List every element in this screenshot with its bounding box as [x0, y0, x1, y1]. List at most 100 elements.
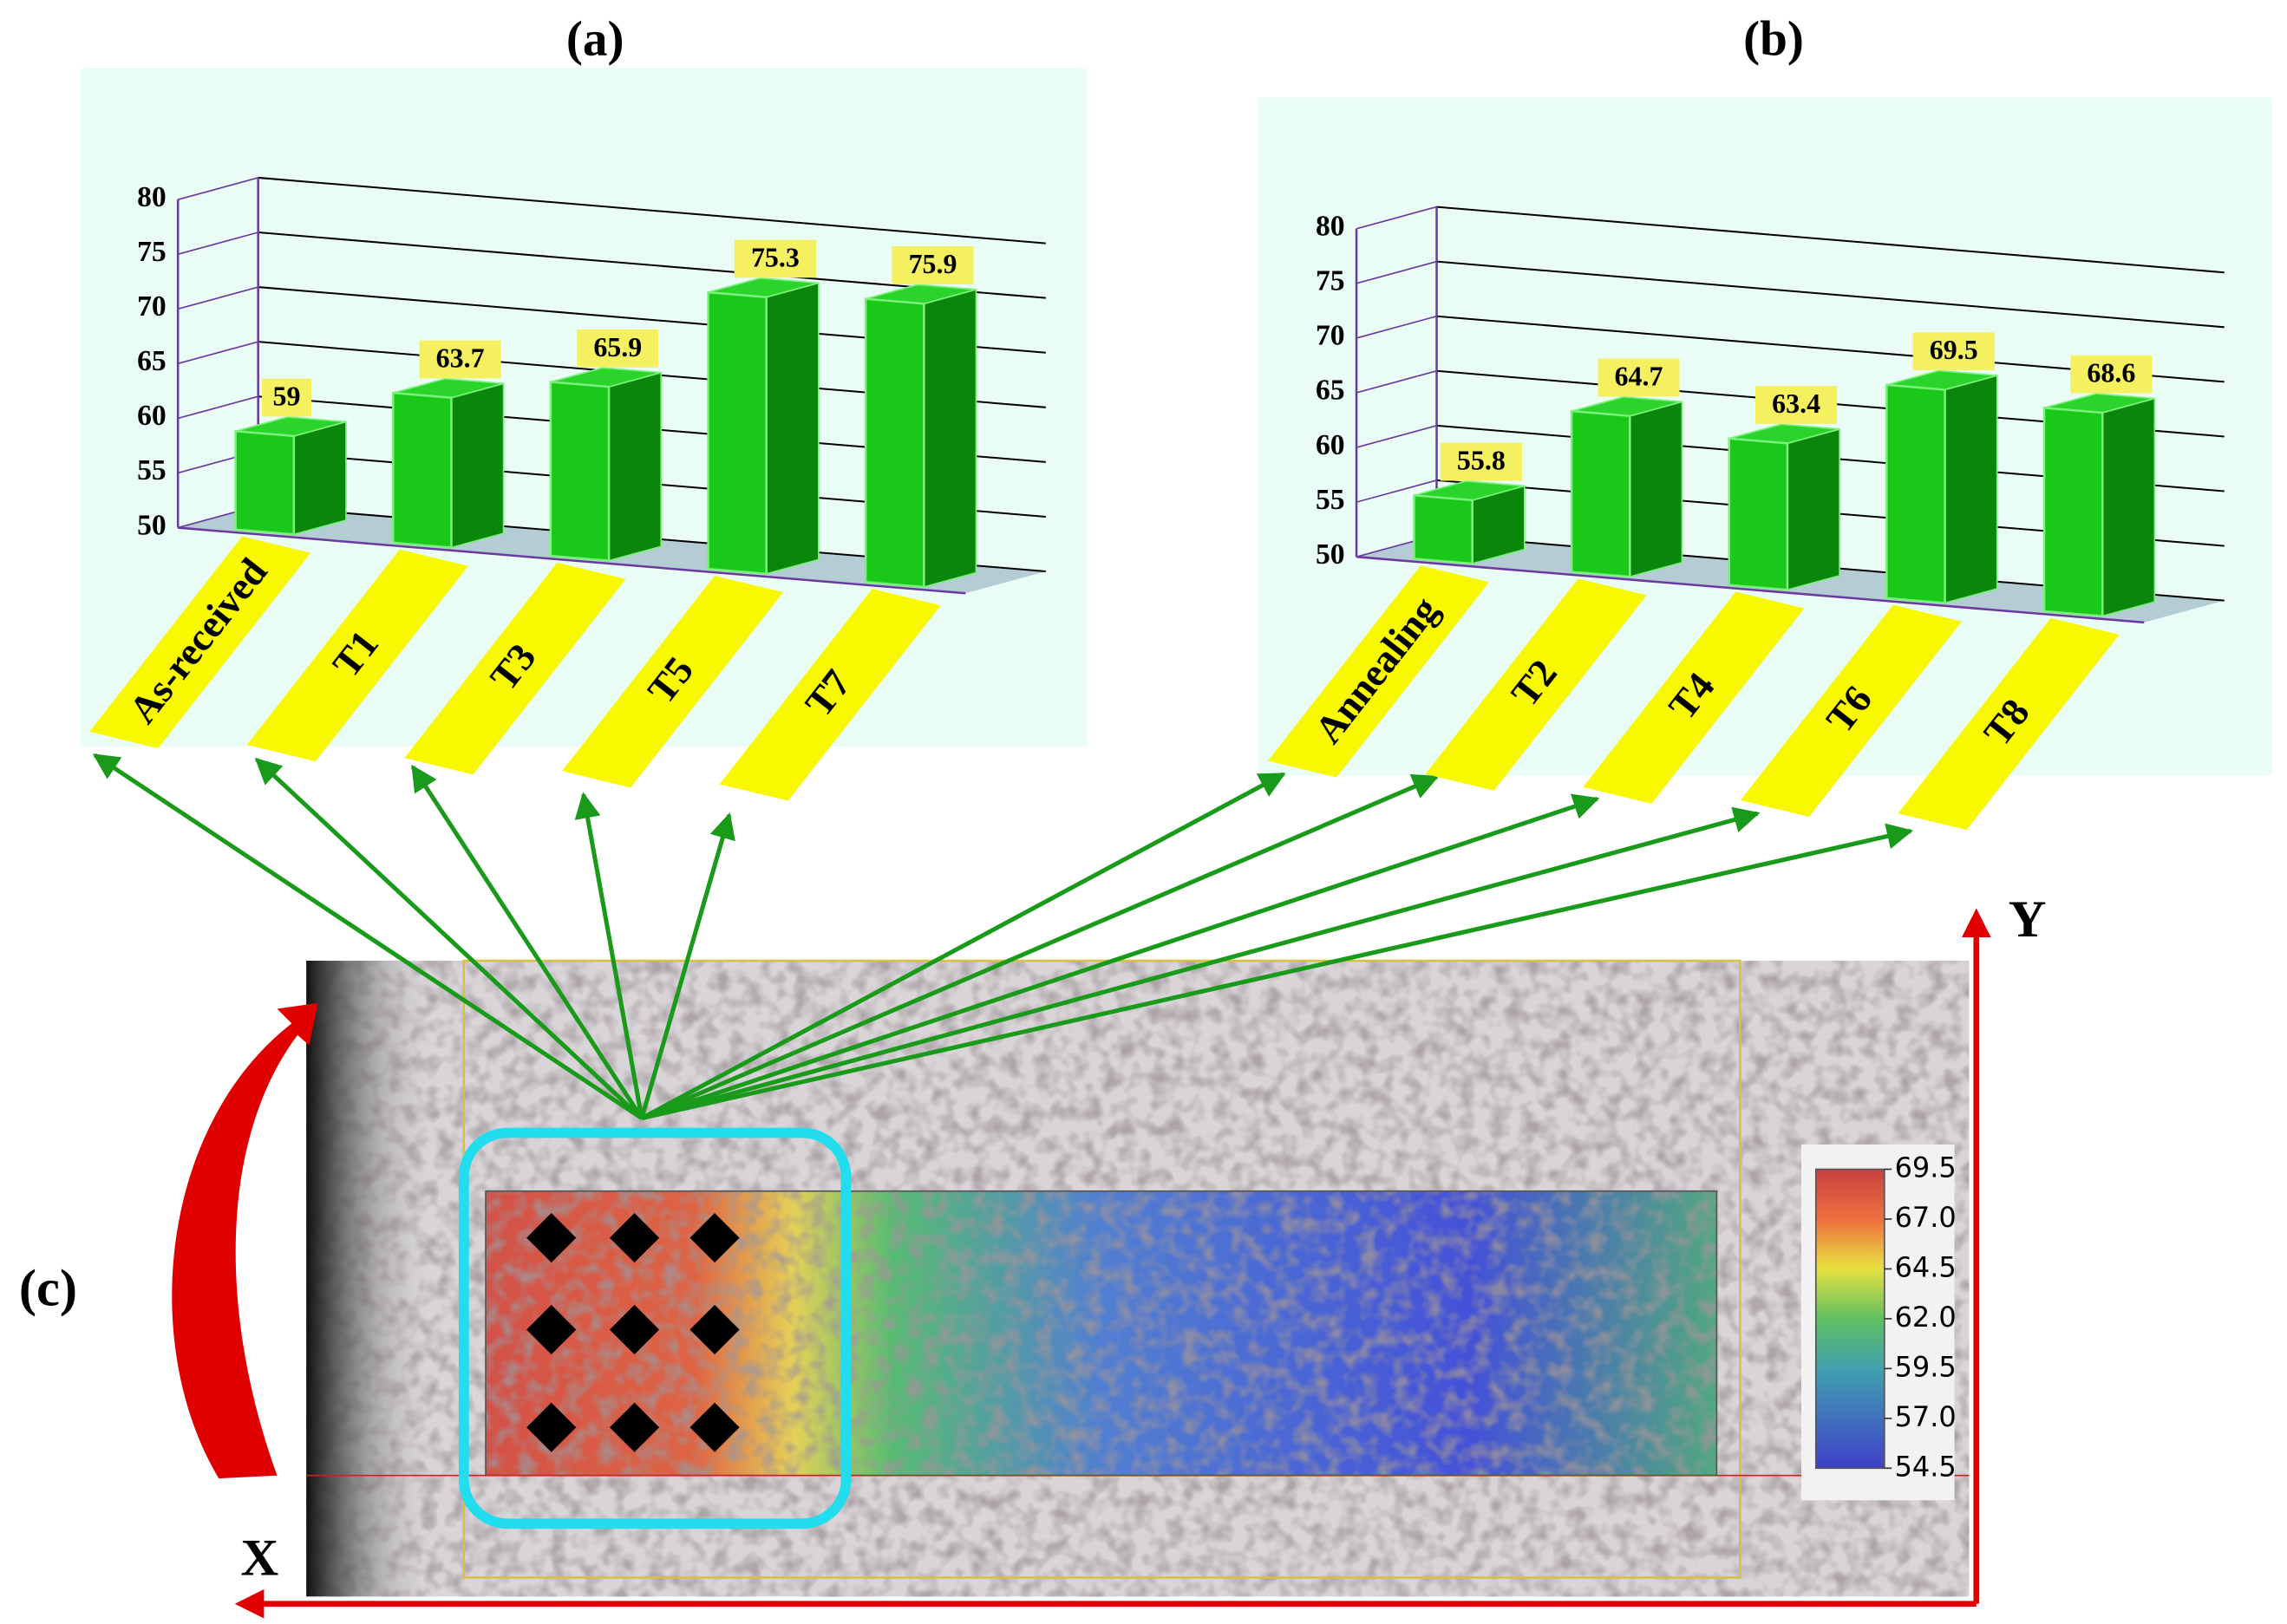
category-bg — [246, 549, 468, 762]
category: T3 — [404, 562, 626, 775]
y-tick-label: 75 — [137, 236, 167, 268]
y-tick-label: 75 — [1316, 265, 1345, 297]
category-bg — [562, 576, 784, 788]
grid-line-side — [1356, 315, 1437, 339]
chart-title: (b) — [1743, 11, 1804, 66]
diamonds — [526, 1212, 740, 1452]
bar-side — [2101, 397, 2156, 617]
bar — [234, 429, 296, 536]
bar-side — [923, 288, 977, 589]
category-bg — [89, 536, 311, 748]
y-tick-label: 70 — [1316, 320, 1345, 352]
grid-line-side — [1356, 205, 1437, 230]
y-tick-label: 50 — [1316, 538, 1345, 571]
y-tick-label: 50 — [137, 509, 167, 541]
bar-side — [1629, 401, 1683, 578]
bar — [1885, 383, 1946, 604]
bar-side — [293, 421, 347, 536]
grid-line — [1436, 205, 2225, 274]
bar — [1728, 437, 1789, 591]
bar-side — [1944, 374, 1998, 604]
axes-c: X Y (c) — [19, 890, 2047, 1619]
grid-line — [1436, 260, 2225, 329]
value-label-bg — [1440, 442, 1522, 481]
category: T5 — [562, 576, 784, 788]
value-label: 63.7 — [436, 342, 485, 373]
category: T7 — [719, 589, 941, 801]
colorbar-label: 69.5 — [1895, 1151, 1957, 1184]
y-tick-label: 65 — [137, 345, 167, 377]
category: T6 — [1740, 604, 1962, 817]
x-axis — [178, 526, 966, 595]
panel-c-label: (c) — [19, 1259, 77, 1317]
value-label-bg — [1755, 386, 1838, 424]
bar — [864, 297, 925, 589]
category: T1 — [246, 549, 468, 762]
highlight-box — [458, 1127, 852, 1529]
micrograph: 54.5 57.0 59.5 62.0 64.5 67.0 69.5 — [306, 959, 1970, 1597]
category-bg — [1268, 565, 1490, 778]
chart-title: (a) — [566, 11, 624, 66]
value-label-bg — [261, 378, 312, 417]
colorbar-label: 62.0 — [1895, 1301, 1957, 1334]
category-bg — [1740, 604, 1962, 817]
colorbar-label: 67.0 — [1895, 1201, 1957, 1234]
texture — [306, 961, 1970, 1597]
value-label-bg — [577, 329, 659, 368]
arrows — [92, 753, 1914, 1121]
grid-line-side — [1356, 369, 1437, 394]
x-label: X — [240, 1529, 278, 1587]
colorbar-label: 54.5 — [1895, 1450, 1957, 1483]
value-label-bg — [1912, 332, 1995, 371]
y-tick-label: 80 — [137, 181, 167, 213]
bar-side — [608, 371, 663, 562]
value-label: 68.6 — [2087, 358, 2135, 388]
colorbar — [1814, 1168, 1885, 1470]
y-tick-label: 65 — [1316, 375, 1345, 407]
y-tick-label: 70 — [137, 290, 167, 323]
colorbar-label: 57.0 — [1895, 1400, 1957, 1433]
value-label: 75.3 — [751, 242, 800, 272]
rotate-arrow — [172, 1002, 318, 1479]
category: T4 — [1583, 591, 1805, 804]
value-label-bg — [419, 340, 501, 379]
value-label-bg — [892, 246, 974, 284]
grid-line-side — [177, 395, 258, 420]
y-tick-label: 55 — [1316, 484, 1345, 516]
bar — [707, 290, 768, 576]
category-bg — [1425, 578, 1647, 791]
y-tick-label: 60 — [137, 400, 167, 432]
y-label: Y — [2009, 890, 2047, 949]
value-label: 65.9 — [593, 332, 642, 362]
value-label: 63.4 — [1772, 388, 1820, 419]
bar — [2042, 407, 2104, 617]
bar-side — [450, 382, 505, 549]
bar — [549, 381, 611, 563]
y-tick-label: 55 — [137, 454, 167, 486]
y-tick-label: 60 — [1316, 429, 1345, 461]
dark-edge — [306, 961, 438, 1597]
grid-line-side — [177, 177, 258, 200]
colorbar-label: 59.5 — [1895, 1350, 1957, 1383]
category: T2 — [1425, 578, 1647, 791]
value-label-bg — [734, 239, 816, 278]
bar — [392, 391, 453, 549]
grid-line-side — [1356, 425, 1437, 448]
x-axis — [1356, 555, 2145, 624]
value-label: 69.5 — [1930, 335, 1978, 365]
y-tick-label: 80 — [1316, 211, 1345, 243]
grid-line — [258, 176, 1046, 245]
category-bg — [1583, 591, 1805, 804]
grid-line-side — [177, 232, 258, 256]
grid-line-side — [177, 341, 258, 365]
value-label-bg — [2070, 355, 2153, 394]
category-bg — [719, 589, 941, 801]
colorbar-label: 64.5 — [1895, 1250, 1957, 1283]
category: T8 — [1898, 617, 2120, 831]
value-label-bg — [1598, 358, 1680, 397]
grid-line-side — [1356, 479, 1437, 503]
bar — [1413, 493, 1473, 565]
value-label: 55.8 — [1457, 446, 1506, 476]
category-bg — [1898, 617, 2120, 831]
